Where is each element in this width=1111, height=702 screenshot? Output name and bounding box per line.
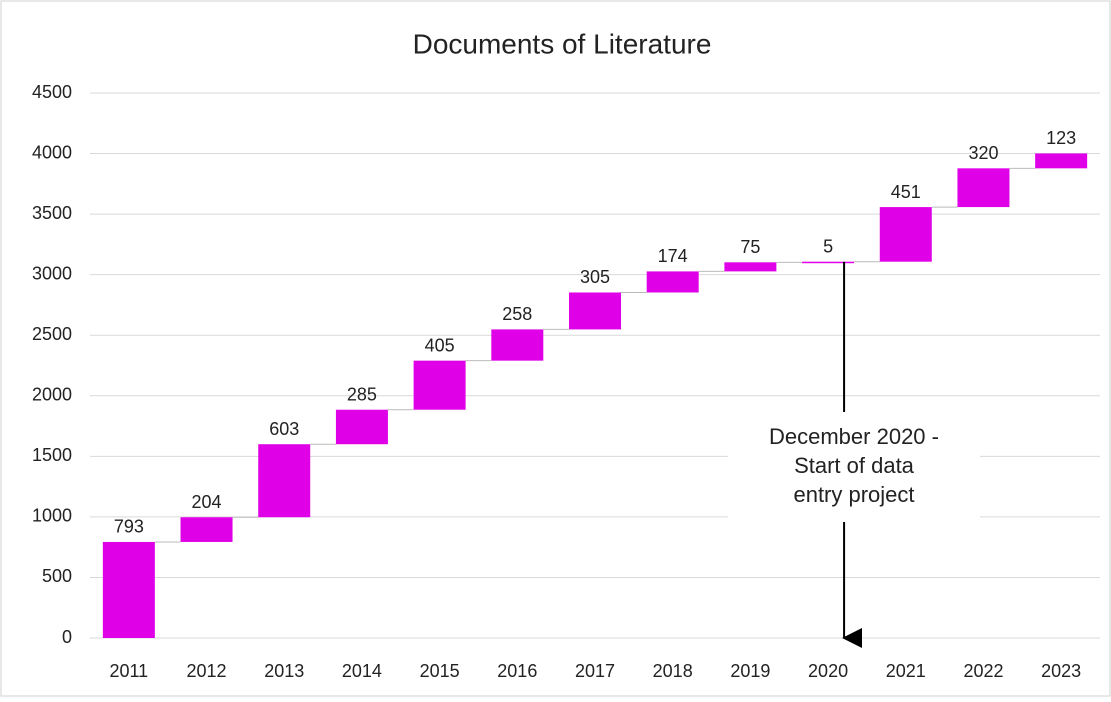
y-tick-label: 1500 xyxy=(32,445,72,465)
bar xyxy=(879,207,932,262)
x-tick-label: 2018 xyxy=(653,661,693,681)
bar xyxy=(180,517,233,542)
y-tick-label: 2000 xyxy=(32,385,72,405)
data-label: 451 xyxy=(891,182,921,202)
y-tick-label: 3000 xyxy=(32,263,72,283)
bar xyxy=(413,360,466,410)
x-tick-label: 2020 xyxy=(808,661,848,681)
bar xyxy=(258,444,311,518)
x-tick-label: 2022 xyxy=(963,661,1003,681)
y-tick-label: 4000 xyxy=(32,142,72,162)
data-label: 603 xyxy=(269,419,299,439)
data-label: 793 xyxy=(114,517,144,537)
x-tick-label: 2019 xyxy=(730,661,770,681)
x-tick-label: 2023 xyxy=(1041,661,1081,681)
y-tick-label: 3500 xyxy=(32,203,72,223)
y-tick-label: 4500 xyxy=(32,82,72,102)
annotation-text: entry project xyxy=(793,482,914,507)
data-label: 204 xyxy=(192,492,222,512)
bar xyxy=(724,262,777,272)
bar xyxy=(957,168,1010,208)
y-tick-label: 1000 xyxy=(32,506,72,526)
x-tick-label: 2012 xyxy=(187,661,227,681)
data-label: 305 xyxy=(580,267,610,287)
annotation-text: December 2020 - xyxy=(769,424,939,449)
bar xyxy=(1035,153,1088,169)
data-label: 285 xyxy=(347,384,377,404)
data-label: 405 xyxy=(425,335,455,355)
annotation-text: Start of data xyxy=(794,453,915,478)
data-label: 258 xyxy=(502,304,532,324)
data-label: 320 xyxy=(968,143,998,163)
y-tick-label: 500 xyxy=(42,566,72,586)
bar xyxy=(646,271,699,293)
x-tick-label: 2017 xyxy=(575,661,615,681)
data-label: 5 xyxy=(823,236,833,256)
y-tick-label: 0 xyxy=(62,627,72,647)
x-tick-label: 2021 xyxy=(886,661,926,681)
bar xyxy=(102,541,155,638)
x-tick-label: 2014 xyxy=(342,661,382,681)
chart-title: Documents of Literature xyxy=(413,28,712,59)
x-tick-label: 2013 xyxy=(264,661,304,681)
y-tick-label: 2500 xyxy=(32,324,72,344)
x-tick-label: 2016 xyxy=(497,661,537,681)
bar xyxy=(335,409,388,445)
data-label: 174 xyxy=(658,246,688,266)
bar xyxy=(802,261,855,264)
bar xyxy=(491,329,544,361)
bar xyxy=(569,292,621,330)
x-tick-label: 2015 xyxy=(420,661,460,681)
x-tick-label: 2011 xyxy=(109,661,148,681)
data-label: 123 xyxy=(1046,128,1076,148)
annotation-box xyxy=(728,412,980,522)
data-label: 75 xyxy=(740,237,760,257)
